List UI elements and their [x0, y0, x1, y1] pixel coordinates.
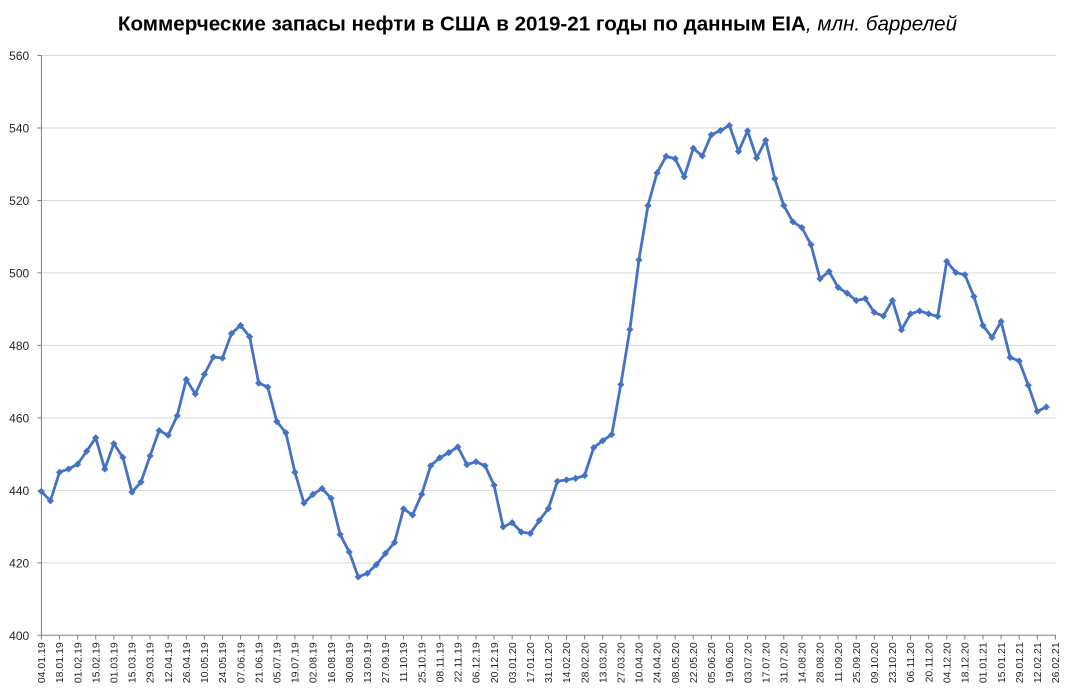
svg-text:Коммерческие запасы нефти в СШ: Коммерческие запасы нефти в США в 2019-2…: [118, 13, 958, 36]
svg-text:27.03.20: 27.03.20: [616, 642, 628, 683]
svg-text:13.03.20: 13.03.20: [597, 642, 609, 683]
svg-text:01.02.19: 01.02.19: [72, 642, 84, 683]
svg-text:12.04.19: 12.04.19: [163, 642, 175, 683]
svg-text:18.12.20: 18.12.20: [960, 642, 972, 683]
svg-text:17.01.20: 17.01.20: [525, 642, 537, 683]
svg-text:09.10.20: 09.10.20: [869, 642, 881, 683]
svg-text:01.03.19: 01.03.19: [109, 642, 121, 683]
svg-text:22.11.19: 22.11.19: [453, 642, 465, 682]
svg-text:21.06.19: 21.06.19: [253, 642, 265, 683]
svg-text:24.05.19: 24.05.19: [217, 642, 229, 683]
svg-text:02.08.19: 02.08.19: [308, 642, 320, 683]
svg-text:22.05.20: 22.05.20: [688, 642, 700, 683]
svg-text:12.02.21: 12.02.21: [1032, 642, 1044, 683]
svg-text:28.02.20: 28.02.20: [579, 642, 591, 683]
svg-text:30.08.19: 30.08.19: [344, 642, 356, 683]
svg-text:04.12.20: 04.12.20: [941, 642, 953, 683]
svg-text:14.02.20: 14.02.20: [561, 642, 573, 683]
svg-text:520: 520: [9, 194, 29, 208]
svg-text:540: 540: [9, 122, 29, 136]
svg-text:29.01.21: 29.01.21: [1014, 642, 1026, 683]
svg-text:440: 440: [9, 484, 29, 498]
svg-text:28.08.20: 28.08.20: [815, 642, 827, 683]
svg-text:07.06.19: 07.06.19: [235, 642, 247, 683]
svg-text:03.01.20: 03.01.20: [507, 642, 519, 683]
svg-text:15.01.21: 15.01.21: [996, 642, 1008, 683]
svg-text:26.02.21: 26.02.21: [1050, 642, 1062, 683]
svg-text:10.05.19: 10.05.19: [199, 642, 211, 683]
svg-text:17.07.20: 17.07.20: [760, 642, 772, 683]
svg-text:08.11.19: 08.11.19: [434, 642, 446, 682]
svg-text:25.09.20: 25.09.20: [851, 642, 863, 683]
svg-text:460: 460: [9, 412, 29, 426]
svg-text:20.11.20: 20.11.20: [923, 642, 935, 682]
svg-text:31.07.20: 31.07.20: [778, 642, 790, 683]
svg-text:480: 480: [9, 339, 29, 353]
svg-text:19.07.19: 19.07.19: [290, 642, 302, 683]
svg-text:01.01.21: 01.01.21: [978, 642, 990, 683]
svg-text:13.09.19: 13.09.19: [362, 642, 374, 683]
svg-text:14.08.20: 14.08.20: [797, 642, 809, 683]
svg-text:06.12.19: 06.12.19: [471, 642, 483, 683]
svg-text:31.01.20: 31.01.20: [543, 642, 555, 683]
svg-text:26.04.19: 26.04.19: [181, 642, 193, 683]
svg-text:16.08.19: 16.08.19: [326, 642, 338, 683]
svg-text:06.11.20: 06.11.20: [905, 642, 917, 682]
svg-text:15.02.19: 15.02.19: [90, 642, 102, 683]
svg-text:420: 420: [9, 557, 29, 571]
svg-text:23.10.20: 23.10.20: [887, 642, 899, 683]
svg-text:11.09.20: 11.09.20: [833, 642, 845, 682]
svg-text:08.05.20: 08.05.20: [670, 642, 682, 683]
svg-text:03.07.20: 03.07.20: [742, 642, 754, 683]
svg-text:18.01.19: 18.01.19: [54, 642, 66, 683]
svg-text:560: 560: [9, 49, 29, 63]
svg-text:500: 500: [9, 267, 29, 281]
svg-text:29.03.19: 29.03.19: [145, 642, 157, 683]
svg-text:10.04.20: 10.04.20: [634, 642, 646, 683]
svg-text:19.06.20: 19.06.20: [724, 642, 736, 683]
svg-text:24.04.20: 24.04.20: [652, 642, 664, 683]
svg-text:05.07.19: 05.07.19: [271, 642, 283, 683]
svg-text:25.10.19: 25.10.19: [416, 642, 428, 683]
svg-text:04.01.19: 04.01.19: [36, 642, 48, 683]
svg-text:20.12.19: 20.12.19: [489, 642, 501, 683]
svg-text:11.10.19: 11.10.19: [398, 642, 410, 682]
svg-text:05.06.20: 05.06.20: [706, 642, 718, 683]
svg-text:15.03.19: 15.03.19: [127, 642, 139, 683]
svg-text:400: 400: [9, 629, 29, 643]
svg-text:27.09.19: 27.09.19: [380, 642, 392, 683]
